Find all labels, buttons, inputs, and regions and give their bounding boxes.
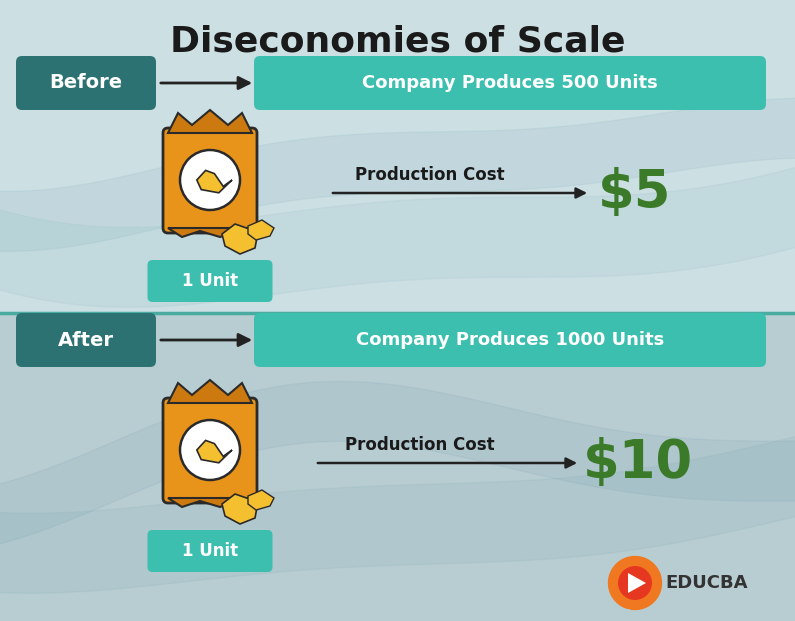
Polygon shape: [168, 110, 252, 133]
FancyBboxPatch shape: [163, 398, 257, 503]
Circle shape: [180, 420, 240, 480]
FancyBboxPatch shape: [254, 56, 766, 110]
Polygon shape: [615, 563, 655, 603]
Polygon shape: [197, 170, 232, 193]
Text: Company Produces 500 Units: Company Produces 500 Units: [363, 74, 658, 92]
FancyBboxPatch shape: [0, 313, 795, 621]
Polygon shape: [168, 498, 252, 507]
Text: EDUCBA: EDUCBA: [665, 574, 747, 592]
Text: 1 Unit: 1 Unit: [182, 272, 238, 290]
Circle shape: [618, 566, 652, 600]
Text: Production Cost: Production Cost: [355, 166, 505, 184]
Polygon shape: [248, 220, 274, 240]
Text: After: After: [58, 330, 114, 350]
FancyBboxPatch shape: [163, 128, 257, 233]
FancyBboxPatch shape: [0, 0, 795, 313]
Text: $10: $10: [583, 437, 693, 489]
FancyBboxPatch shape: [16, 313, 156, 367]
Polygon shape: [197, 440, 232, 463]
FancyBboxPatch shape: [254, 313, 766, 367]
Polygon shape: [222, 494, 258, 524]
Polygon shape: [628, 573, 646, 593]
Text: Production Cost: Production Cost: [345, 436, 494, 454]
Text: 1 Unit: 1 Unit: [182, 542, 238, 560]
Polygon shape: [222, 224, 258, 254]
Text: Diseconomies of Scale: Diseconomies of Scale: [170, 25, 625, 59]
FancyBboxPatch shape: [148, 530, 273, 572]
Polygon shape: [168, 228, 252, 237]
Text: Before: Before: [49, 73, 122, 93]
Text: $5: $5: [599, 167, 672, 219]
Circle shape: [180, 150, 240, 210]
FancyBboxPatch shape: [16, 56, 156, 110]
Polygon shape: [248, 490, 274, 510]
Polygon shape: [168, 380, 252, 403]
Text: Company Produces 1000 Units: Company Produces 1000 Units: [356, 331, 664, 349]
FancyBboxPatch shape: [148, 260, 273, 302]
